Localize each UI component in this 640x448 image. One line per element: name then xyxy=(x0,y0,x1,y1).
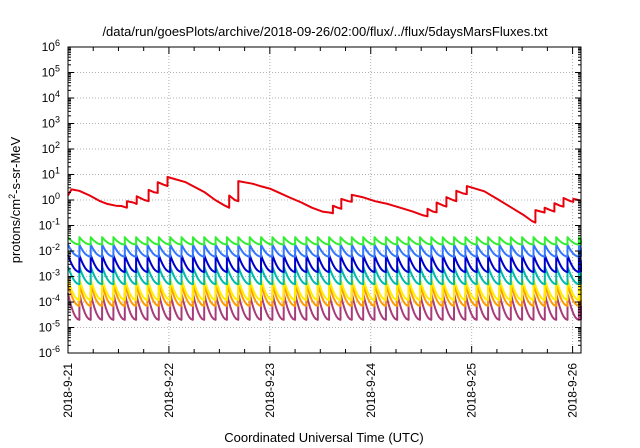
y-axis-ticks: 10-610-510-410-310-210-11001011021031041… xyxy=(39,38,581,360)
y-tick-label: 102 xyxy=(42,140,60,156)
y-tick-label-exp: 6 xyxy=(55,38,60,48)
y-tick-label-base: 10 xyxy=(39,346,53,360)
y-tick-label-exp: -5 xyxy=(52,319,60,329)
series-line xyxy=(67,236,582,246)
y-tick-label-base: 10 xyxy=(42,142,56,156)
series-line xyxy=(67,278,582,301)
x-tick-label: 2018-9-23 xyxy=(263,363,277,418)
y-tick-label-base: 10 xyxy=(39,270,53,284)
y-tick-label-exp: -2 xyxy=(52,242,60,252)
y-tick-label: 10-5 xyxy=(39,319,60,335)
y-tick-label: 103 xyxy=(42,115,60,131)
y-tick-label-exp: 2 xyxy=(55,140,60,150)
y-tick-label: 10-1 xyxy=(39,217,60,233)
series-line xyxy=(67,265,582,286)
series-line xyxy=(67,243,582,258)
y-tick-label: 10-4 xyxy=(39,293,60,309)
y-tick-label: 104 xyxy=(42,89,60,105)
data-series xyxy=(67,176,582,321)
y-axis-label-tail: -s-sr-MeV xyxy=(8,136,23,193)
y-tick-label: 101 xyxy=(42,166,60,182)
x-tick-label: 2018-9-24 xyxy=(364,363,378,418)
y-tick-label: 105 xyxy=(42,64,60,80)
y-tick-label-exp: 4 xyxy=(55,89,60,99)
y-tick-label-base: 10 xyxy=(42,40,56,54)
y-tick-label-exp: 1 xyxy=(55,166,60,176)
series-line xyxy=(67,176,582,224)
y-tick-label-exp: -3 xyxy=(52,268,60,278)
y-tick-label: 106 xyxy=(42,38,60,54)
y-tick-label-exp: -4 xyxy=(52,293,60,303)
x-axis-label: Coordinated Universal Time (UTC) xyxy=(224,430,423,445)
y-tick-label-base: 10 xyxy=(42,91,56,105)
y-axis-label-sup: 2 xyxy=(7,194,17,199)
y-tick-label-exp: -6 xyxy=(52,344,60,354)
y-tick-label-base: 10 xyxy=(42,66,56,80)
y-tick-label-base: 10 xyxy=(39,295,53,309)
y-tick-label-base: 10 xyxy=(39,321,53,335)
y-tick-label-base: 10 xyxy=(39,244,53,258)
y-tick-label-base: 10 xyxy=(42,168,56,182)
y-tick-label-base: 10 xyxy=(39,219,53,233)
y-tick-label-base: 10 xyxy=(42,117,56,131)
y-tick-label-exp: 0 xyxy=(55,191,60,201)
y-axis-label-main: protons/cm xyxy=(8,199,23,263)
x-tick-label: 2018-9-26 xyxy=(566,363,580,418)
y-tick-label: 100 xyxy=(42,191,60,207)
y-tick-label-base: 10 xyxy=(42,193,56,207)
y-axis-label: protons/cm2-s-sr-MeV xyxy=(7,136,23,263)
y-tick-label: 10-2 xyxy=(39,242,60,258)
series-line xyxy=(67,253,582,273)
x-axis-ticks: 2018-9-21 2018-9-22 2018-9-23 2018-9-24 2018… xyxy=(61,47,580,418)
chart-title: /data/run/goesPlots/archive/2018-09-26/0… xyxy=(102,24,548,39)
y-tick-label: 10-6 xyxy=(39,344,60,360)
x-tick-label: 2018-9-22 xyxy=(162,363,176,418)
y-tick-label-exp: -1 xyxy=(52,217,60,227)
y-tick-label-exp: 3 xyxy=(55,115,60,125)
y-tick-label-exp: 5 xyxy=(55,64,60,74)
x-tick-label: 2018-9-25 xyxy=(465,363,479,418)
x-tick-label: 2018-9-21 xyxy=(61,363,75,418)
y-tick-label: 10-3 xyxy=(39,268,60,284)
